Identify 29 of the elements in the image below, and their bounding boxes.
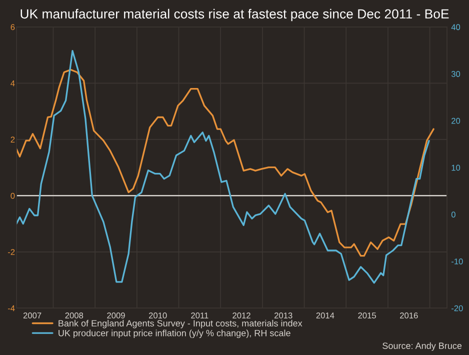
x-tick-label: 2008 [65, 312, 84, 318]
x-tick-label: 2012 [232, 312, 250, 318]
x-tick-label: 2014 [316, 312, 334, 318]
x-tick-label: 2009 [107, 312, 125, 318]
y2-tick-label: 20 [452, 118, 460, 124]
y2-tick-label: 40 [451, 24, 460, 30]
line-series [16, 50, 430, 284]
x-tick-label: 2011 [191, 312, 208, 318]
line-series [16, 68, 434, 257]
x-tick-label: 2007 [23, 312, 42, 318]
y-tick-label: 2 [10, 136, 15, 142]
y-tick-label: -2 [8, 249, 15, 255]
y-tick-label: 0 [10, 192, 15, 199]
source-note: Source: Andy Bruce [382, 342, 462, 351]
x-tick-label: 2010 [148, 312, 167, 318]
x-tick-label: 2015 [358, 312, 376, 318]
y2-tick-label: 0 [451, 212, 456, 218]
y2-tick-label: 10 [452, 164, 460, 171]
y-tick-label: 4 [10, 80, 15, 86]
y2-tick-label: -20 [451, 305, 463, 312]
y-tick-label: -4 [8, 305, 15, 312]
y2-tick-label: -10 [451, 258, 463, 264]
x-tick-label: 2013 [274, 312, 292, 318]
legend-label: Bank of England Agents Survey - Input costs, materials index [58, 320, 302, 328]
x-tick-label: 2016 [400, 312, 418, 318]
chart-title: UK manufacturer material costs rise at fastest pace since Dec 2011 - BoE [20, 8, 449, 22]
y-tick-label: 6 [10, 24, 15, 30]
legend-label: UK producer input price inflation (y/y % change), RH scale [58, 330, 290, 338]
y2-tick-label: 30 [451, 71, 460, 77]
